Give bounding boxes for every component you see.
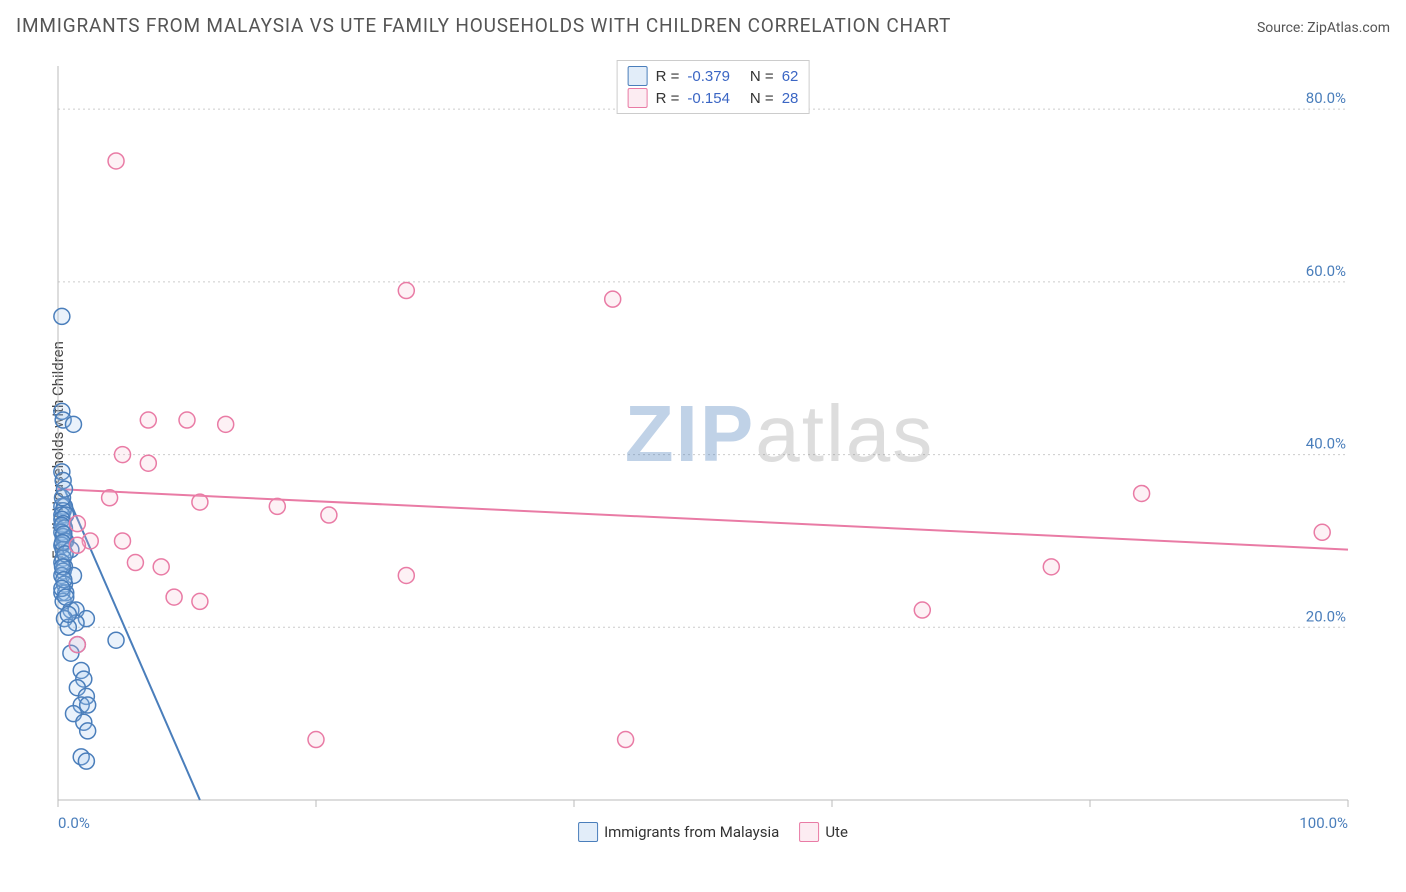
y-tick-label: 20.0% bbox=[1306, 607, 1346, 625]
data-point-ute bbox=[1134, 485, 1150, 501]
legend-series: Immigrants from Malaysia Ute bbox=[578, 822, 848, 842]
legend-R-value: -0.154 bbox=[687, 90, 730, 107]
scatter-chart: 0.0% 100.0% 20.0% 40.0% 60.0% 80.0% bbox=[48, 60, 1378, 840]
data-point-ute bbox=[140, 412, 156, 428]
legend-R-label: R = bbox=[656, 90, 680, 107]
legend-swatch bbox=[799, 822, 819, 842]
plot-area: Family Households with Children 0.0%100.… bbox=[48, 60, 1378, 840]
data-point-malaysia bbox=[58, 589, 74, 605]
data-point-malaysia bbox=[80, 723, 96, 739]
legend-R-label: R = bbox=[656, 68, 680, 85]
data-point-malaysia bbox=[56, 481, 72, 497]
legend-stat-row-malaysia: R = -0.379 N = 62 bbox=[628, 65, 799, 87]
data-point-ute bbox=[1314, 524, 1330, 540]
legend-series-label: Ute bbox=[825, 823, 848, 841]
data-point-ute bbox=[618, 732, 634, 748]
data-point-ute bbox=[140, 455, 156, 471]
data-point-ute bbox=[605, 291, 621, 307]
data-point-ute bbox=[914, 602, 930, 618]
legend-stat-row-ute: R = -0.154 N = 28 bbox=[628, 87, 799, 109]
data-point-ute bbox=[115, 447, 131, 463]
data-point-ute bbox=[308, 732, 324, 748]
data-point-ute bbox=[115, 533, 131, 549]
y-tick-label: 60.0% bbox=[1306, 262, 1346, 280]
data-point-ute bbox=[269, 498, 285, 514]
legend-swatch bbox=[628, 66, 648, 86]
data-point-ute bbox=[398, 567, 414, 583]
legend-series-item-malaysia: Immigrants from Malaysia bbox=[578, 822, 779, 842]
data-point-malaysia bbox=[65, 416, 81, 432]
y-tick-label: 40.0% bbox=[1306, 435, 1346, 453]
legend-series-item-ute: Ute bbox=[799, 822, 848, 842]
data-point-ute bbox=[192, 593, 208, 609]
data-point-malaysia bbox=[80, 697, 96, 713]
data-point-ute bbox=[108, 153, 124, 169]
x-tick-label: 0.0% bbox=[58, 814, 90, 832]
legend-N-label: N = bbox=[750, 90, 774, 107]
legend-correlation-box: R = -0.379 N = 62 R = -0.154 N = 28 bbox=[617, 60, 810, 114]
legend-N-value: 28 bbox=[782, 90, 799, 107]
y-tick-label: 80.0% bbox=[1306, 89, 1346, 107]
data-point-ute bbox=[153, 559, 169, 575]
data-point-ute bbox=[102, 490, 118, 506]
source-attribution: Source: ZipAtlas.com bbox=[1257, 20, 1390, 36]
data-point-ute bbox=[69, 537, 85, 553]
data-point-ute bbox=[69, 516, 85, 532]
trend-line-ute bbox=[58, 489, 1348, 549]
data-point-ute bbox=[218, 416, 234, 432]
legend-series-label: Immigrants from Malaysia bbox=[604, 823, 779, 841]
legend-N-value: 62 bbox=[782, 68, 799, 85]
data-point-malaysia bbox=[54, 308, 70, 324]
data-point-ute bbox=[166, 589, 182, 605]
x-tick-label: 100.0% bbox=[1299, 814, 1348, 832]
data-point-ute bbox=[127, 555, 143, 571]
data-point-ute bbox=[1043, 559, 1059, 575]
data-point-ute bbox=[398, 283, 414, 299]
chart-title: IMMIGRANTS FROM MALAYSIA VS UTE FAMILY H… bbox=[16, 14, 951, 37]
legend-swatch bbox=[578, 822, 598, 842]
data-point-ute bbox=[321, 507, 337, 523]
legend-N-label: N = bbox=[750, 68, 774, 85]
data-point-ute bbox=[179, 412, 195, 428]
legend-R-value: -0.379 bbox=[687, 68, 730, 85]
data-point-ute bbox=[192, 494, 208, 510]
data-point-malaysia bbox=[60, 606, 76, 622]
data-point-malaysia bbox=[108, 632, 124, 648]
legend-swatch bbox=[628, 88, 648, 108]
data-point-ute bbox=[69, 637, 85, 653]
data-point-malaysia bbox=[78, 753, 94, 769]
